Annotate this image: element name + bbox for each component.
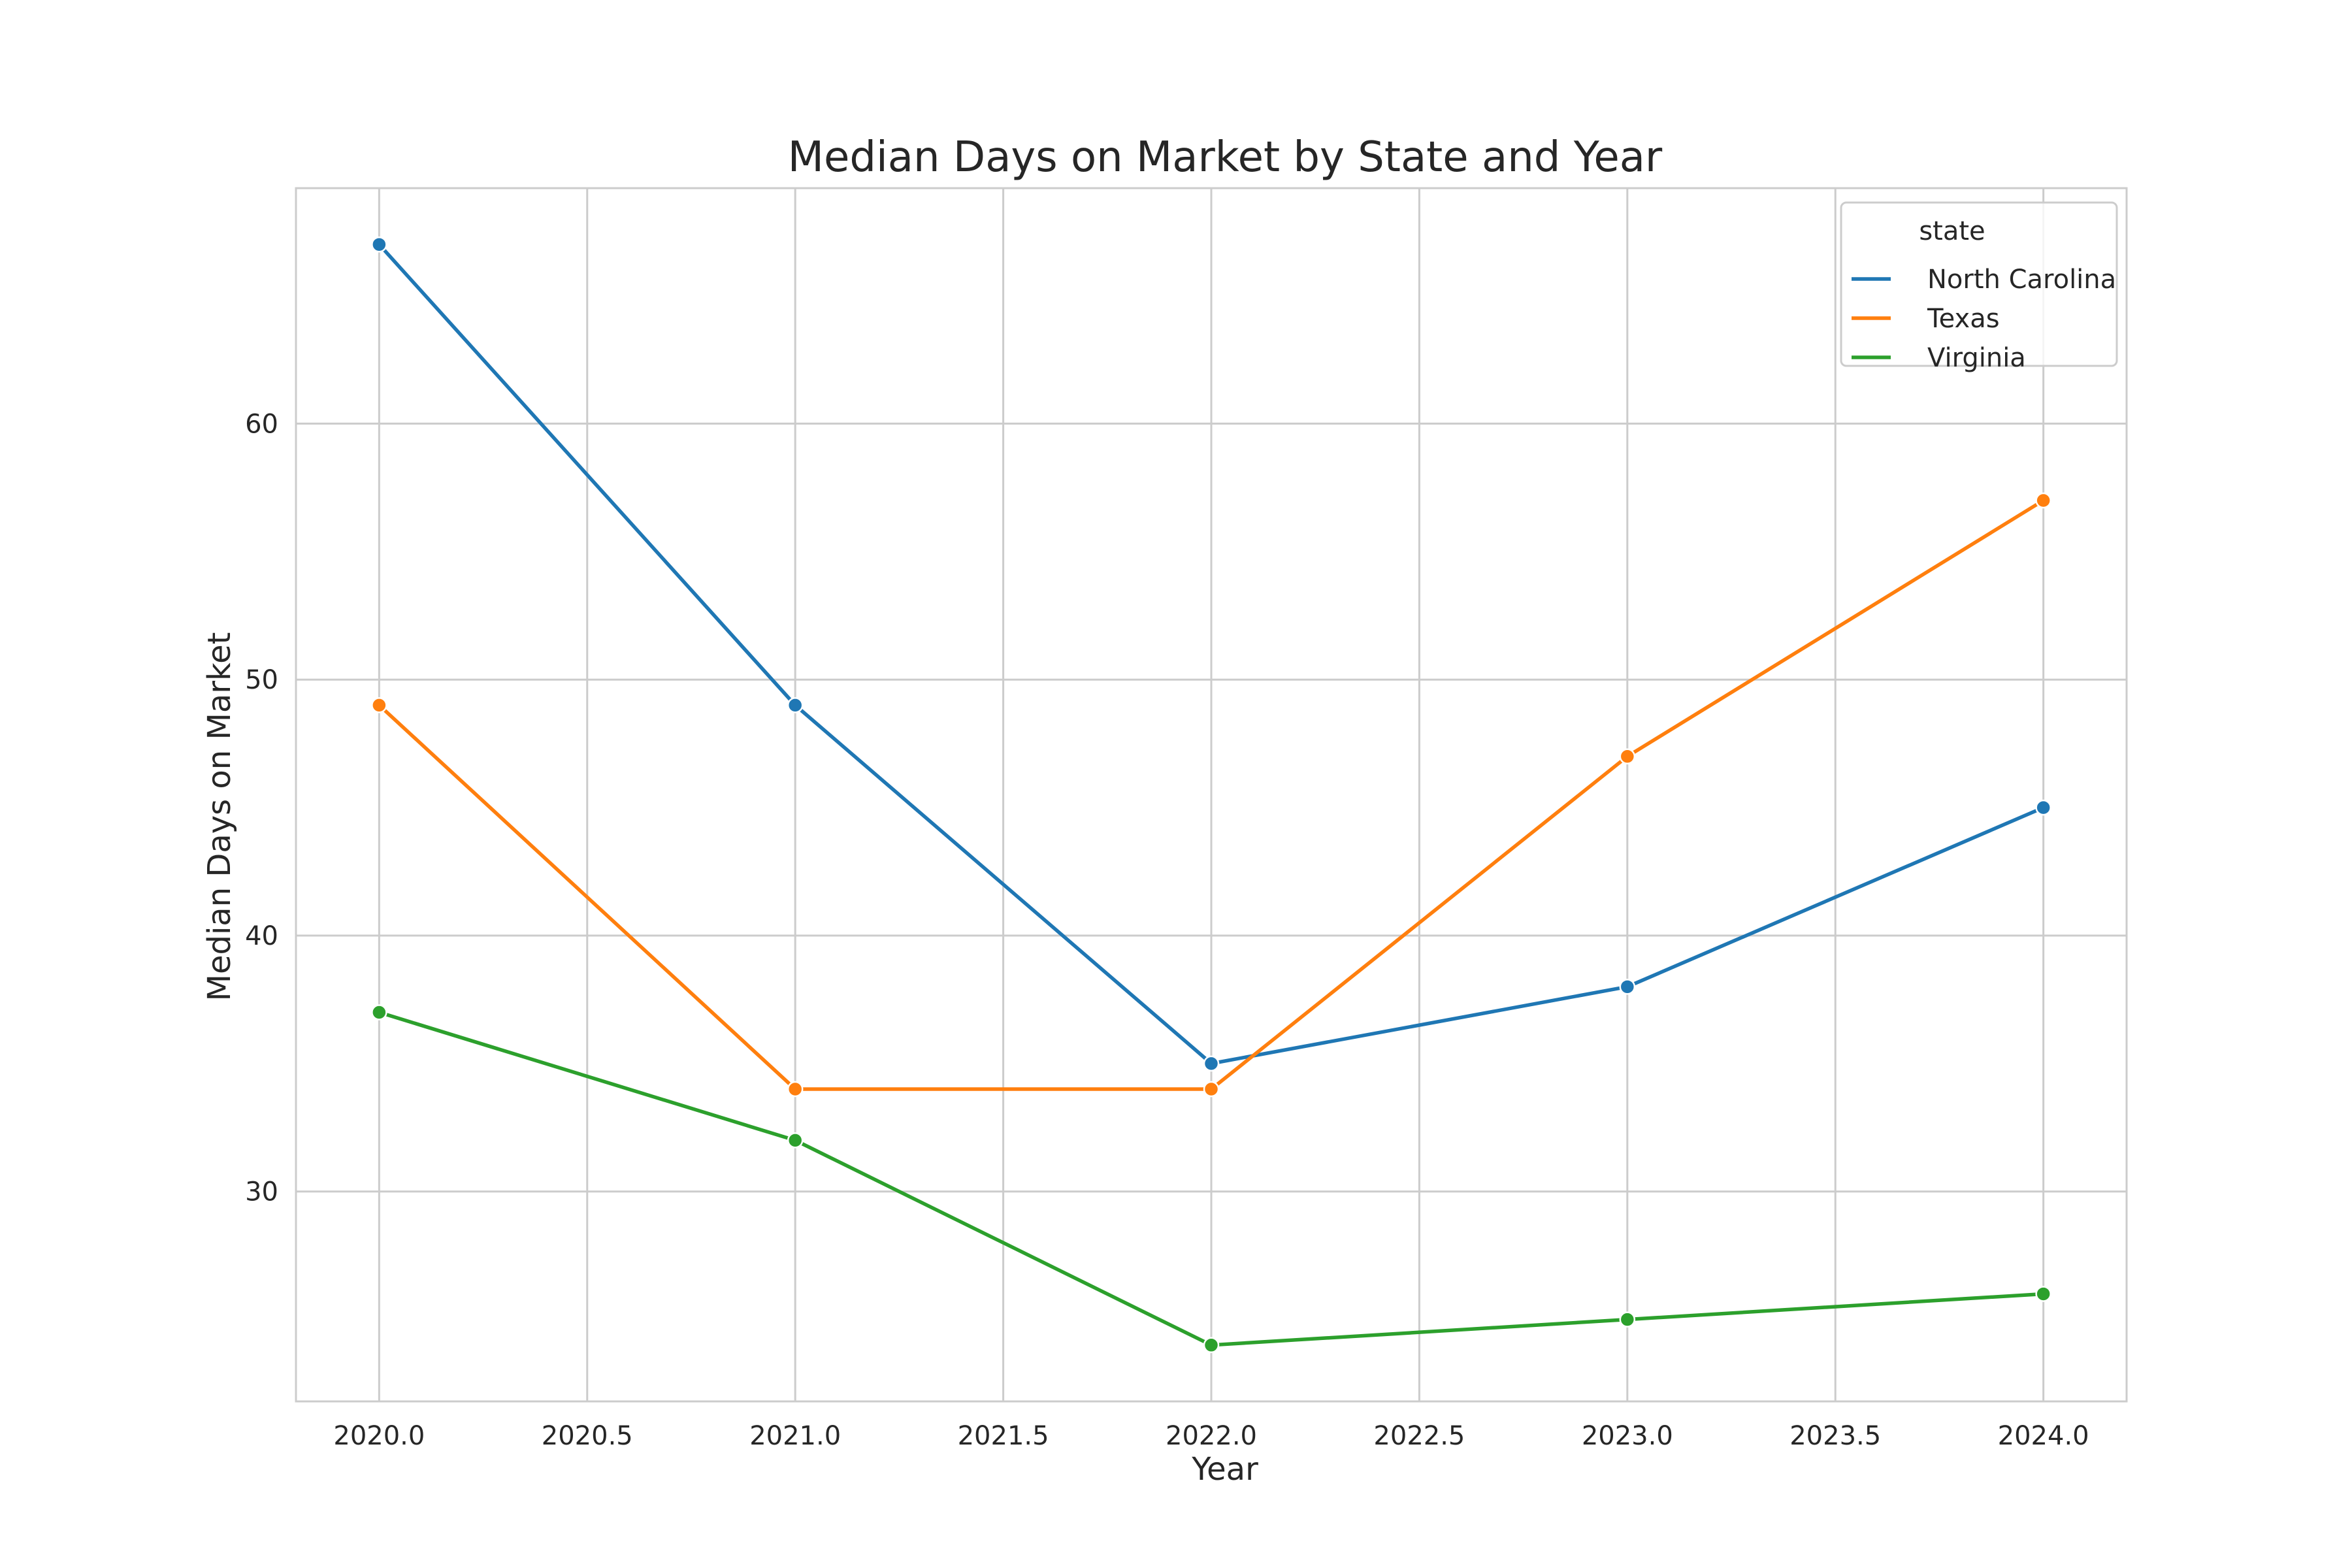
data-point-texas — [2035, 492, 2051, 509]
data-point-virginia — [2035, 1286, 2051, 1302]
y-axis-ticks: 30 40 50 60 — [245, 409, 278, 1207]
data-point-virginia — [787, 1132, 804, 1149]
data-point-north-carolina — [787, 697, 804, 713]
data-point-texas — [1203, 1081, 1220, 1098]
data-point-north-carolina — [1619, 979, 1636, 995]
legend-label-texas: Texas — [1927, 304, 2000, 334]
data-point-virginia — [1203, 1337, 1220, 1354]
y-tick-label: 30 — [245, 1177, 278, 1207]
chart-title: Median Days on Market by State and Year — [788, 133, 1663, 182]
y-axis-label: Median Days on Market — [201, 632, 238, 1002]
data-point-virginia — [1619, 1311, 1636, 1328]
legend-label-north-carolina: North Carolina — [1927, 265, 2116, 295]
y-tick-label: 50 — [245, 665, 278, 695]
x-tick-label: 2020.5 — [542, 1421, 633, 1451]
legend-title: state — [1919, 216, 1985, 246]
legend: state North Carolina Texas Virginia — [1840, 201, 2118, 373]
x-tick-label: 2024.0 — [1998, 1421, 2089, 1451]
series-texas — [371, 492, 2051, 1098]
x-tick-label: 2021.5 — [958, 1421, 1049, 1451]
data-point-virginia — [371, 1004, 387, 1021]
y-tick-label: 60 — [245, 409, 278, 439]
plot-area-frame — [295, 187, 2128, 1403]
x-axis-ticks: 2020.0 2020.5 2021.0 2021.5 2022.0 2022.5 2023… — [333, 1421, 2089, 1451]
data-point-texas — [371, 697, 387, 713]
legend-box — [1840, 201, 2118, 367]
x-tick-label: 2023.5 — [1789, 1421, 1881, 1451]
series-virginia — [371, 1004, 2051, 1354]
data-point-texas — [1619, 748, 1636, 764]
series-layer — [371, 236, 2051, 1354]
legend-label-virginia: Virginia — [1927, 343, 2026, 373]
x-axis-label: Year — [1191, 1451, 1258, 1488]
x-tick-label: 2020.0 — [333, 1421, 425, 1451]
grid — [296, 188, 2127, 1401]
data-point-north-carolina — [371, 236, 387, 253]
x-tick-label: 2023.0 — [1582, 1421, 1673, 1451]
data-point-texas — [787, 1081, 804, 1098]
x-tick-label: 2022.5 — [1373, 1421, 1465, 1451]
data-point-north-carolina — [2035, 799, 2051, 816]
x-tick-label: 2021.0 — [749, 1421, 841, 1451]
x-tick-label: 2022.0 — [1166, 1421, 1257, 1451]
y-tick-label: 40 — [245, 921, 278, 951]
series-north-carolina — [371, 236, 2051, 1072]
data-point-north-carolina — [1203, 1055, 1220, 1072]
